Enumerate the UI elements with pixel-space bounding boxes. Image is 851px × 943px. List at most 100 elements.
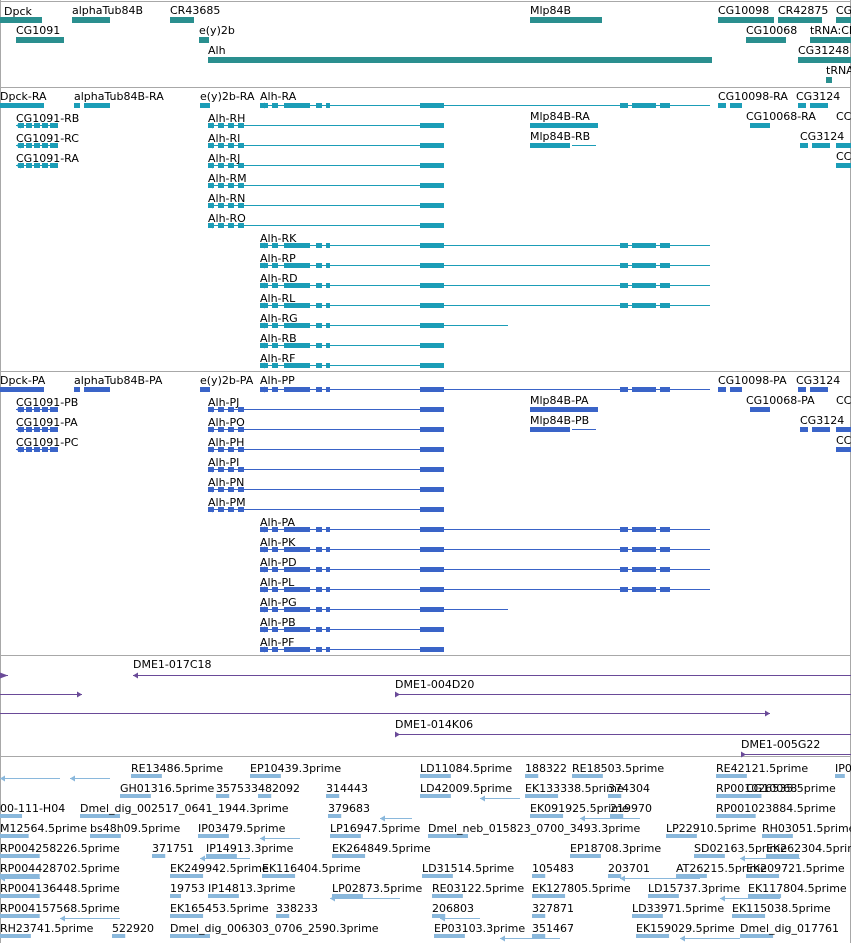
feature-lp22910-5prime[interactable]: LP22910.5prime <box>666 822 757 838</box>
feature-ek091925-5prime[interactable]: EK091925.5prime <box>530 802 629 818</box>
feature-e-y-2b[interactable]: e(y)2b <box>199 24 235 43</box>
feature-cc[interactable]: CC <box>836 110 851 148</box>
feature-alh-rb[interactable]: Alh-RB <box>260 332 444 349</box>
feature-dmel-dig-006303-0706-2590-3prime[interactable]: Dmel_dig_006303_0706_2590.3prime <box>170 922 379 938</box>
feature-alphatub84b-ra[interactable]: alphaTub84B-RA <box>74 90 164 108</box>
feature-lp02873-5prime[interactable]: LP02873.5prime <box>332 882 423 898</box>
feature-alh-ri[interactable]: Alh-RI <box>208 132 444 149</box>
feature-e-y-2b-ra[interactable]: e(y)2b-RA <box>200 90 255 108</box>
feature-dme1-017c18[interactable]: DME1-017C18 <box>133 658 851 679</box>
feature-alh-rp[interactable]: Alh-RP <box>260 252 710 269</box>
feature-482092[interactable]: 482092 <box>258 782 300 798</box>
feature-alh-rn[interactable]: Alh-RN <box>208 192 444 209</box>
feature-alh-pg[interactable]: Alh-PG <box>260 596 508 613</box>
feature-alh-pl[interactable]: Alh-PL <box>260 576 710 593</box>
feature-206803[interactable]: 206803 <box>432 902 474 918</box>
feature-alh-pj[interactable]: Alh-PJ <box>208 396 444 413</box>
feature-re03122-5prime[interactable]: RE03122.5prime <box>432 882 524 898</box>
feature-alh-pm[interactable]: Alh-PM <box>208 496 444 513</box>
feature-cg10068-pa[interactable]: CG10068-PA <box>746 394 815 412</box>
feature-alh-rf[interactable]: Alh-RF <box>260 352 444 369</box>
feature-ek159029-5prime[interactable]: EK159029.5prime <box>636 922 735 938</box>
feature-dpck-ra[interactable]: Dpck-RA <box>0 90 47 108</box>
feature-cg3124[interactable]: CG3124 <box>800 414 844 432</box>
feature-ep10439-3prime[interactable]: EP10439.3prime <box>250 762 341 778</box>
feature-alh-rd[interactable]: Alh-RD <box>260 272 710 289</box>
feature-mlp84b-ra[interactable]: Mlp84B-RA <box>530 110 598 128</box>
feature-cc[interactable]: CC <box>836 150 851 168</box>
feature-alphatub84b[interactable]: alphaTub84B <box>72 4 143 23</box>
feature-dpck-pa[interactable]: Dpck-PA <box>0 374 46 392</box>
feature-dpck[interactable]: Dpck <box>0 5 42 23</box>
feature-alh-pa[interactable]: Alh-PA <box>260 516 710 533</box>
feature-ld15737-3prime[interactable]: LD15737.3prime <box>648 882 740 898</box>
feature-ip14913-3prime[interactable]: IP14913.3prime <box>206 842 294 858</box>
feature-357533[interactable]: 357533 <box>216 782 258 798</box>
feature-ip14813-3prime[interactable]: IP14813.3prime <box>208 882 296 898</box>
feature-alh-rm[interactable]: Alh-RM <box>208 172 444 189</box>
feature-gh01316-5prime[interactable]: GH01316.5prime <box>120 782 215 798</box>
feature-alh-rj[interactable]: Alh-RJ <box>208 152 444 169</box>
feature-re18503-5prime[interactable]: RE18503.5prime <box>572 762 664 778</box>
feature-cg1091-ra[interactable]: CG1091-RA <box>16 152 79 169</box>
feature-alh-pd[interactable]: Alh-PD <box>260 556 710 573</box>
feature-cg10068[interactable]: CG10068 <box>746 24 797 43</box>
feature-trna-ci[interactable]: tRNA:CI <box>810 24 851 43</box>
feature-alh-ra[interactable]: Alh-RA <box>260 90 710 109</box>
feature-cg31248[interactable]: CG31248 <box>798 44 851 63</box>
feature-rp004258226-5prime[interactable]: RP004258226.5prime <box>0 842 120 858</box>
feature-alh[interactable]: Alh <box>208 44 712 63</box>
feature-rh03051-5prime[interactable]: RH03051.5prime <box>762 822 851 838</box>
feature-ep18708-3prime[interactable]: EP18708.3prime <box>570 842 661 858</box>
feature-alh-rk[interactable]: Alh-RK <box>260 232 710 249</box>
feature-rp004428702-5prime[interactable]: RP004428702.5prime <box>0 862 120 878</box>
feature-alh-rh[interactable]: Alh-RH <box>208 112 444 129</box>
feature-314443[interactable]: 314443 <box>326 782 368 798</box>
feature-cg1091-rb[interactable]: CG1091-RB <box>16 112 79 129</box>
feature-re42121-5prime[interactable]: RE42121.5prime <box>716 762 808 778</box>
feature-ld33971-5prime[interactable]: LD33971.5prime <box>632 902 724 918</box>
feature-alh-rl[interactable]: Alh-RL <box>260 292 710 309</box>
feature-dme1-004d20[interactable]: DME1-004D20 <box>395 678 851 698</box>
feature-219970[interactable]: 219970 <box>610 802 652 818</box>
feature-dme1-005g22[interactable]: DME1-005G22 <box>741 738 851 758</box>
feature-ek249942-5prime[interactable]: EK249942.5prime <box>170 862 269 878</box>
feature-alh-ro[interactable]: Alh-RO <box>208 212 444 229</box>
feature-cg1091[interactable]: CG1091 <box>16 24 64 43</box>
feature-rp001026535-5prime[interactable]: RP001026535.5prime <box>716 782 836 798</box>
feature-alh-pp[interactable]: Alh-PP <box>260 374 710 393</box>
feature-ld11084-5prime[interactable]: LD11084.5prime <box>420 762 512 778</box>
feature-at26215-5prime[interactable]: AT26215.5prime <box>676 862 767 878</box>
feature-mlp84b[interactable]: Mlp84B <box>530 4 602 23</box>
feature-trna[interactable]: tRNA <box>826 64 851 83</box>
feature-ep03103-3prime[interactable]: EP03103.3prime <box>434 922 525 938</box>
feature-cc[interactable]: CC <box>836 394 851 432</box>
feature-ek116404-5prime[interactable]: EK116404.5prime <box>262 862 361 878</box>
feature-cr42875[interactable]: CR42875 <box>778 4 828 23</box>
feature-alh-pk[interactable]: Alh-PK <box>260 536 710 553</box>
feature-alphatub84b-pa[interactable]: alphaTub84B-PA <box>74 374 163 392</box>
feature-ld42009-5prime[interactable]: LD42009.5prime <box>420 782 512 798</box>
feature-327871[interactable]: 327871 <box>532 902 574 918</box>
feature-m12564-5prime[interactable]: M12564.5prime <box>0 822 87 838</box>
feature-mlp84b-rb[interactable]: Mlp84B-RB <box>530 130 596 148</box>
feature-mlp84b-pb[interactable]: Mlp84B-PB <box>530 414 596 432</box>
feature-188322[interactable]: 188322 <box>525 762 567 778</box>
feature-ek115038-5prime[interactable]: EK115038.5prime <box>732 902 831 918</box>
feature-379683[interactable]: 379683 <box>328 802 370 818</box>
feature-ek133338-5prime[interactable]: EK133338.5prime <box>525 782 624 798</box>
feature-alh-pb[interactable]: Alh-PB <box>260 616 444 633</box>
feature-ld31514-5prime[interactable]: LD31514.5prime <box>422 862 514 878</box>
feature-105483[interactable]: 105483 <box>532 862 574 878</box>
feature-ip0[interactable]: IP0 <box>835 762 851 778</box>
feature-dmel-dig-002517-0641-1944-3prime[interactable]: Dmel_dig_002517_0641_1944.3prime <box>80 802 289 818</box>
feature-ek117804-5prime[interactable]: EK117804.5prime <box>748 882 847 898</box>
feature-re13486-5prime[interactable]: RE13486.5prime <box>131 762 223 778</box>
feature-mlp84b-pa[interactable]: Mlp84B-PA <box>530 394 598 412</box>
feature-338233[interactable]: 338233 <box>276 902 318 918</box>
feature-rp001023884-5prime[interactable]: RP001023884.5prime <box>716 802 836 818</box>
feature-cg10098-pa[interactable]: CG10098-PA <box>718 374 787 392</box>
feature-ek165453-5prime[interactable]: EK165453.5prime <box>170 902 269 918</box>
feature-203701[interactable]: 203701 <box>608 862 650 878</box>
feature-374304[interactable]: 374304 <box>608 782 650 798</box>
